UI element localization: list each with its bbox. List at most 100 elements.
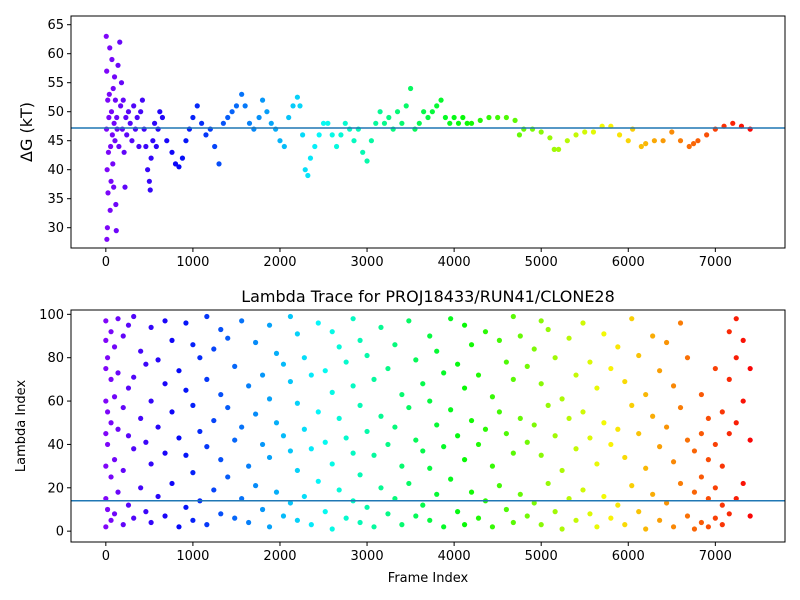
x-tick-label: 1000 xyxy=(176,255,209,270)
delta-g-point xyxy=(212,143,218,150)
delta-g-point xyxy=(151,120,158,126)
lambda-point xyxy=(239,318,245,324)
delta-g-point xyxy=(239,91,245,97)
delta-g-point xyxy=(290,103,296,109)
lambda-point xyxy=(115,489,121,495)
lambda-point xyxy=(406,318,412,324)
delta-g-point xyxy=(256,114,262,121)
delta-g-point xyxy=(124,132,130,138)
lambda-point xyxy=(545,480,551,487)
delta-g-point xyxy=(364,158,370,164)
delta-g-point xyxy=(105,190,111,196)
lambda-point xyxy=(663,424,670,430)
lambda-point xyxy=(143,439,149,445)
lambda-point xyxy=(427,333,433,339)
lambda-point xyxy=(468,489,475,495)
delta-g-point xyxy=(107,207,113,213)
lambda-point xyxy=(211,346,217,352)
lambda-point xyxy=(287,500,294,506)
lambda-point xyxy=(315,320,321,326)
lambda-point xyxy=(413,437,419,443)
delta-g-point xyxy=(573,132,579,138)
delta-g-point xyxy=(110,161,116,167)
lambda-point xyxy=(531,422,537,428)
lambda-point xyxy=(455,433,461,439)
lambda-chart-title: Lambda Trace for PROJ18433/RUN41/CLONE28 xyxy=(241,287,615,306)
delta-g-point xyxy=(360,149,366,155)
lambda-point xyxy=(545,326,551,333)
delta-g-point xyxy=(312,143,318,150)
lambda-point xyxy=(705,524,711,530)
lambda-point xyxy=(657,444,663,450)
delta-g-point xyxy=(460,114,466,121)
x-tick-label: 4000 xyxy=(438,255,471,270)
lambda-point xyxy=(104,506,111,513)
lambda-point xyxy=(225,474,231,480)
delta-g-point xyxy=(516,132,523,138)
lambda-point xyxy=(475,372,482,378)
lambda-point xyxy=(211,487,217,493)
lambda-point xyxy=(120,404,126,411)
y-tick-label: 55 xyxy=(47,76,64,91)
delta-g-point xyxy=(616,132,623,138)
lambda-point xyxy=(427,517,433,523)
lambda-point xyxy=(608,365,614,372)
y-tick-label: 0 xyxy=(56,525,64,540)
delta-g-point xyxy=(112,97,119,103)
lambda-point xyxy=(496,483,502,489)
delta-g-point xyxy=(564,138,570,144)
delta-g-point xyxy=(259,97,266,103)
x-tick-label: 5000 xyxy=(525,549,558,564)
lambda-point xyxy=(176,435,182,441)
lambda-point xyxy=(503,430,509,437)
lambda-point xyxy=(143,361,149,367)
delta-g-point xyxy=(179,155,186,161)
delta-g-point xyxy=(131,103,137,109)
lambda-point xyxy=(138,348,144,354)
lambda-point xyxy=(155,424,161,430)
delta-g-point xyxy=(547,135,553,141)
lambda-point xyxy=(225,335,231,341)
lambda-point xyxy=(253,483,259,489)
lambda-point xyxy=(125,385,132,391)
lambda-point xyxy=(670,383,677,389)
lambda-point xyxy=(691,448,698,454)
lambda-point xyxy=(650,333,656,339)
delta-g-point xyxy=(307,155,314,161)
delta-g-point xyxy=(246,120,253,126)
delta-g-point xyxy=(194,103,200,109)
delta-g-point xyxy=(136,143,142,150)
lambda-y-ticks: 0 20 40 60 80 100 xyxy=(39,308,71,540)
lambda-point xyxy=(190,517,196,523)
lambda-point xyxy=(650,491,656,497)
lambda-point xyxy=(108,420,114,426)
lambda-point xyxy=(601,420,607,426)
delta-g-point xyxy=(190,114,196,121)
lambda-point xyxy=(455,361,461,367)
delta-g-point xyxy=(121,149,127,155)
lambda-point xyxy=(143,509,149,515)
lambda-point xyxy=(461,457,468,463)
lambda-point xyxy=(691,489,698,495)
lambda-point xyxy=(197,428,203,435)
lambda-point xyxy=(705,496,711,502)
delta-g-point xyxy=(677,138,684,144)
delta-g-point xyxy=(294,94,300,100)
lambda-point xyxy=(524,439,530,445)
lambda-y-axis-label: Lambda Index xyxy=(14,380,29,473)
lambda-point xyxy=(434,348,440,354)
delta-g-point xyxy=(477,117,483,123)
lambda-point xyxy=(622,378,628,385)
delta-g-point xyxy=(373,120,379,126)
delta-g-point xyxy=(125,109,132,115)
lambda-point xyxy=(273,350,280,356)
lambda-point xyxy=(204,313,210,320)
lambda-point xyxy=(108,517,114,523)
lambda-point xyxy=(441,370,447,376)
lambda-point xyxy=(131,374,137,380)
x-tick-label: 3000 xyxy=(351,549,384,564)
lambda-point xyxy=(594,385,600,391)
delta-g-point xyxy=(305,172,311,179)
lambda-point xyxy=(103,398,109,404)
lambda-point xyxy=(103,337,109,343)
